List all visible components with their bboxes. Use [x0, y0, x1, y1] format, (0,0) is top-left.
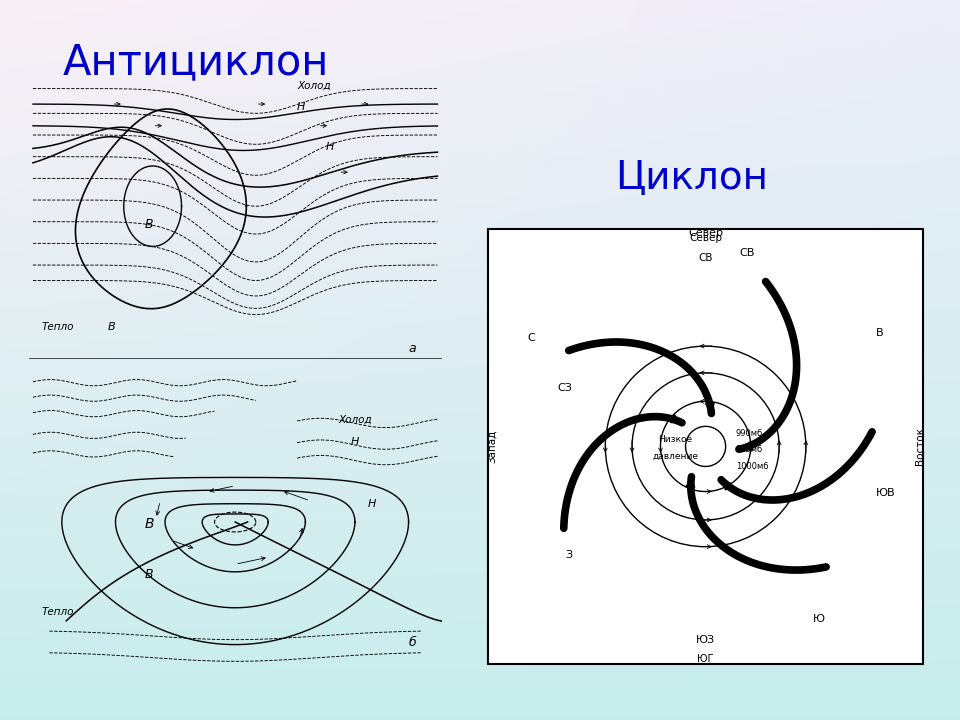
Text: ЮВ: ЮВ: [876, 488, 896, 498]
Text: Н: Н: [368, 498, 375, 508]
Text: 990мб: 990мб: [735, 428, 763, 438]
Text: Север: Север: [689, 233, 722, 243]
Text: В: В: [876, 328, 883, 338]
Text: Холод: Холод: [298, 81, 331, 91]
Text: а: а: [409, 342, 417, 355]
Text: В: В: [108, 322, 115, 332]
Text: В: В: [144, 218, 153, 231]
Text: б: б: [409, 636, 417, 649]
Text: Н: Н: [350, 436, 359, 446]
Text: Антициклон: Антициклон: [62, 42, 329, 84]
Text: Н: Н: [326, 143, 334, 153]
Text: ЮГ: ЮГ: [697, 654, 714, 664]
Text: Тепло: Тепло: [41, 322, 74, 332]
Text: СВ: СВ: [740, 248, 756, 258]
Text: Запад: Запад: [487, 430, 496, 463]
Text: С: С: [527, 333, 535, 343]
Text: Тепло: Тепло: [41, 607, 74, 617]
Text: В: В: [144, 517, 154, 531]
Text: Восток: Восток: [915, 428, 924, 465]
Text: 995мб: 995мб: [735, 445, 763, 454]
Text: СВ: СВ: [698, 253, 713, 263]
Text: Н: Н: [298, 102, 305, 112]
Text: СЗ: СЗ: [557, 383, 572, 393]
Text: ЮЗ: ЮЗ: [696, 635, 715, 645]
Text: Холод: Холод: [339, 415, 372, 425]
Text: Циклон: Циклон: [615, 159, 768, 197]
Text: Север: Север: [688, 228, 723, 238]
Text: Низкое: Низкое: [659, 435, 692, 444]
Text: З: З: [564, 550, 572, 560]
Text: давление: давление: [653, 452, 699, 461]
Text: 1000мб: 1000мб: [735, 462, 768, 471]
Text: Ю: Ю: [813, 613, 826, 624]
Text: В: В: [144, 568, 153, 581]
